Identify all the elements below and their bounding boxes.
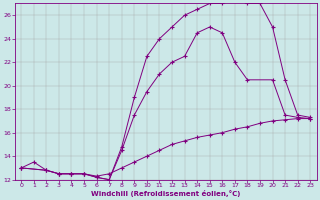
X-axis label: Windchill (Refroidissement éolien,°C): Windchill (Refroidissement éolien,°C) xyxy=(91,190,240,197)
